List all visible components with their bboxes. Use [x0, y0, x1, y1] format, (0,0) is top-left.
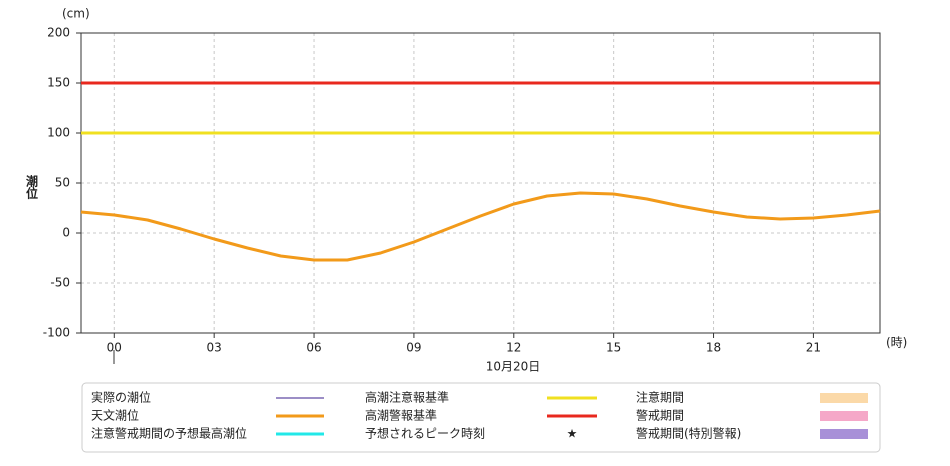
legend-swatch	[820, 411, 868, 421]
legend-label: 実際の潮位	[91, 390, 151, 405]
y-tick-label: 100	[47, 126, 70, 140]
y-axis-label: 潮位	[25, 174, 39, 200]
y-tick-label: 200	[47, 26, 70, 40]
x-tick-label: 21	[806, 341, 821, 355]
x-tick-label: 18	[706, 341, 721, 355]
x-tick-label: 15	[606, 341, 621, 355]
plot-frame	[80, 32, 881, 334]
y-tick-label: -100	[43, 326, 70, 340]
legend-label: 予想されるピーク時刻	[365, 426, 485, 441]
legend-label: 注意期間	[636, 390, 684, 405]
y-tick-label: -50	[50, 276, 70, 290]
y-tick-label: 50	[55, 176, 70, 190]
legend-swatch	[820, 393, 868, 403]
legend-box	[81, 382, 881, 453]
legend-label: 高潮注意報基準	[365, 390, 449, 405]
legend-label: 注意警戒期間の予想最高潮位	[91, 426, 247, 441]
x-axis-label: 10月20日	[486, 360, 541, 374]
legend-swatch: ★	[567, 427, 578, 441]
x-tick-label: 06	[306, 341, 321, 355]
y-tick-label: 0	[62, 226, 70, 240]
legend-swatch	[820, 429, 868, 439]
legend-label: 天文潮位	[91, 408, 139, 423]
x-tick-label: 09	[406, 341, 421, 355]
legend-label: 警戒期間(特別警報)	[636, 426, 741, 441]
x-tick-label: 00	[107, 341, 122, 355]
legend-label: 高潮警報基準	[365, 408, 437, 423]
x-tick-label: 03	[207, 341, 222, 355]
legend-label: 警戒期間	[636, 408, 684, 423]
x-tick-label: 12	[506, 341, 521, 355]
y-tick-label: 150	[47, 76, 70, 90]
series-line	[80, 191, 881, 262]
x-unit: (時)	[886, 336, 907, 350]
y-unit: (cm)	[62, 7, 90, 21]
